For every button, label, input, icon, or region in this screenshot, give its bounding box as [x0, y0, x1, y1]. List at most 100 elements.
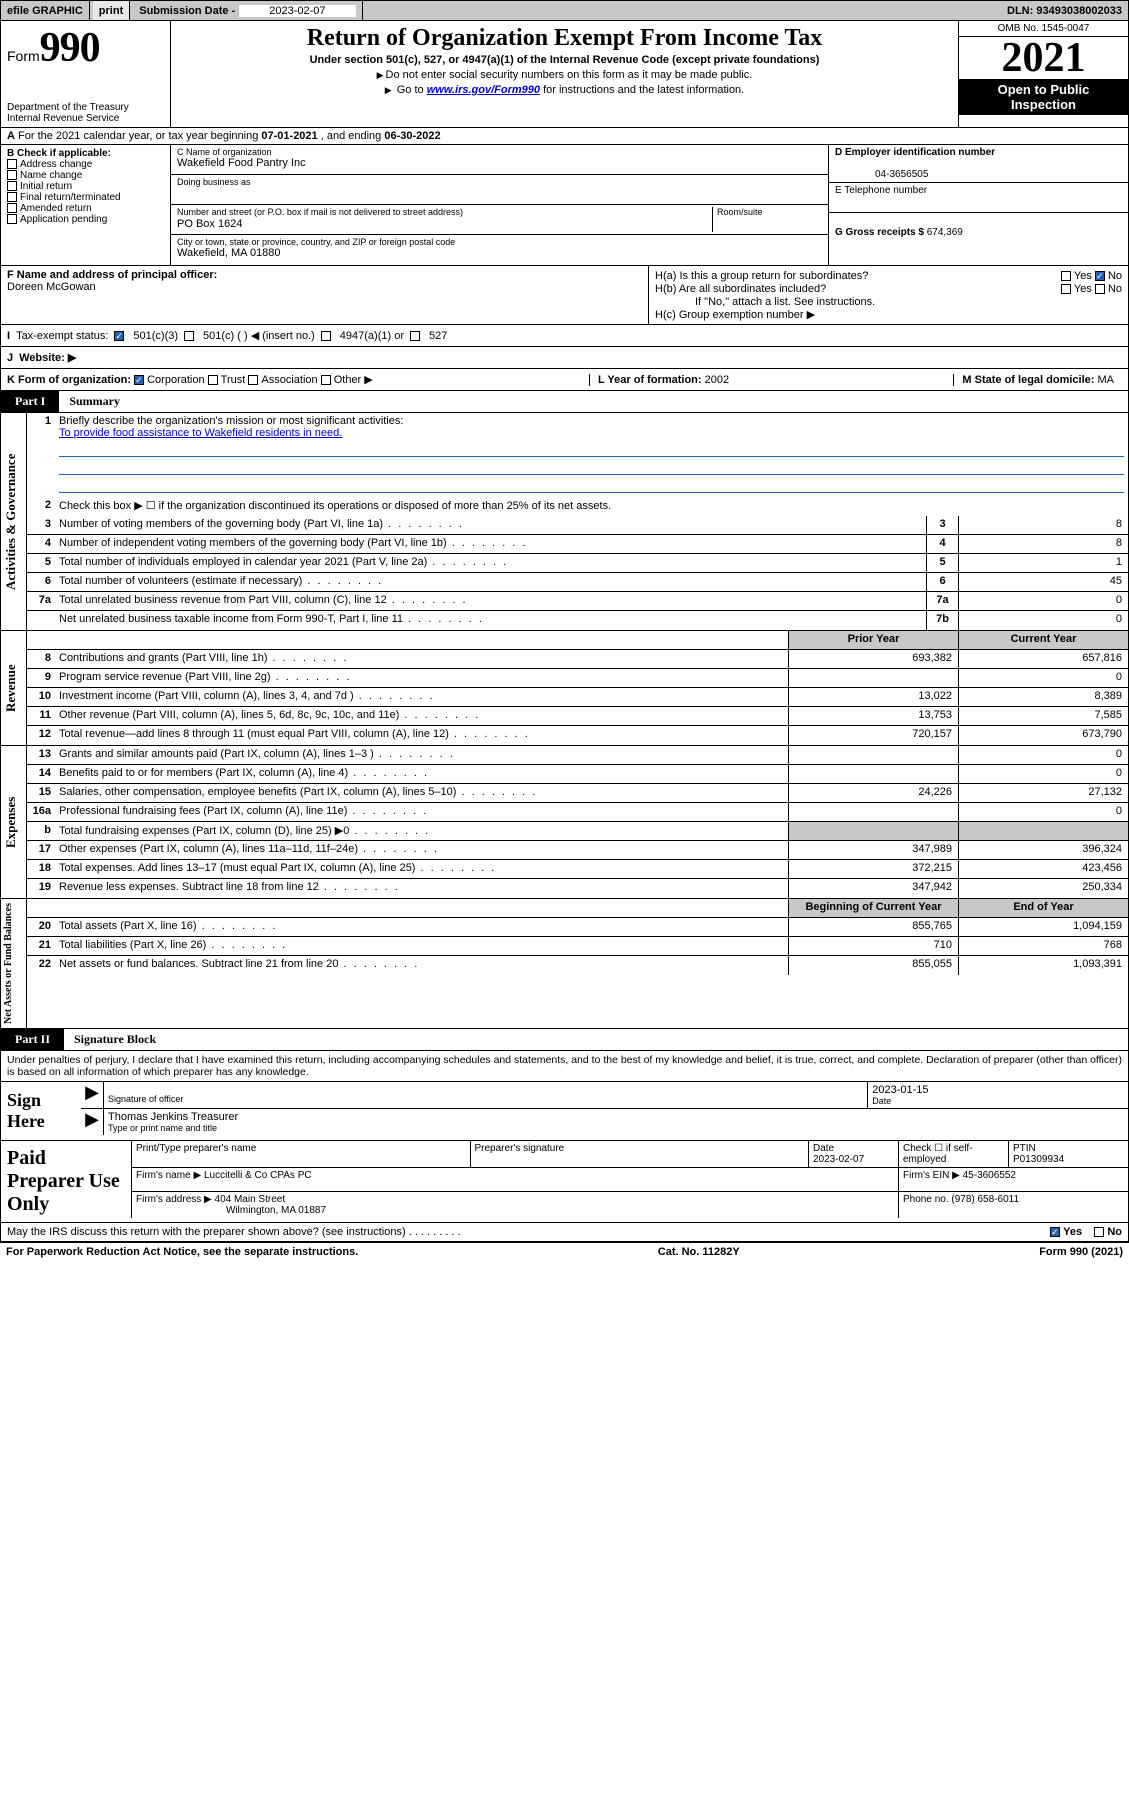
addr-label: Number and street (or P.O. box if mail i…	[177, 207, 463, 217]
4947-checkbox[interactable]	[321, 331, 331, 341]
colb-checkbox-1[interactable]	[7, 170, 17, 180]
colb-checkbox-3[interactable]	[7, 192, 17, 202]
open-inspection: Open to Public Inspection	[959, 79, 1128, 115]
colb-item-1: Name change	[20, 170, 82, 181]
opt-501c: 501(c) ( ) ◀ (insert no.)	[203, 329, 315, 342]
prior-val	[788, 669, 958, 687]
col-h-group: H(a) Is this a group return for subordin…	[648, 266, 1128, 324]
501c3-checkbox[interactable]	[114, 331, 124, 341]
firm-name: Luccitelli & Co CPAs PC	[204, 1170, 312, 1181]
line-val: 0	[958, 611, 1128, 630]
ha-no-checkbox[interactable]	[1095, 271, 1105, 281]
opt-4947: 4947(a)(1) or	[340, 330, 404, 342]
line-text: Net unrelated business taxable income fr…	[55, 611, 926, 630]
line-text: Total fundraising expenses (Part IX, col…	[55, 822, 788, 840]
line-val: 8	[958, 535, 1128, 553]
line-val: 0	[958, 592, 1128, 610]
line-num: 21	[27, 937, 55, 955]
tax-year-begin: 07-01-2021	[261, 130, 317, 142]
irs-link[interactable]: www.irs.gov/Form990	[427, 84, 540, 96]
firm-addr1: 404 Main Street	[215, 1194, 286, 1205]
block-bcde: B Check if applicable: Address changeNam…	[0, 145, 1129, 266]
gross-receipts-label: G Gross receipts $	[835, 227, 927, 238]
block-fh: F Name and address of principal officer:…	[0, 266, 1129, 325]
city-label: City or town, state or province, country…	[177, 237, 822, 247]
part2-header: Part II Signature Block	[0, 1029, 1129, 1051]
form-num: 990	[40, 25, 100, 71]
line-num: 22	[27, 956, 55, 975]
officer-name-label: Type or print name and title	[108, 1123, 217, 1133]
no-label-2: No	[1108, 283, 1122, 295]
line-text: Total revenue—add lines 8 through 11 (mu…	[55, 726, 788, 745]
501c-checkbox[interactable]	[184, 331, 194, 341]
irs-label: Internal Revenue Service	[7, 113, 164, 124]
prior-val: 24,226	[788, 784, 958, 802]
hb-no-checkbox[interactable]	[1095, 284, 1105, 294]
colb-checkbox-5[interactable]	[7, 214, 17, 224]
k-opt-3-checkbox[interactable]	[321, 375, 331, 385]
prior-val	[788, 822, 958, 840]
current-val: 657,816	[958, 650, 1128, 668]
irs-link-text: www.irs.gov/Form990	[427, 84, 540, 96]
open-line1: Open to Public	[998, 82, 1090, 97]
line-text: Benefits paid to or for members (Part IX…	[55, 765, 788, 783]
prep-date: 2023-02-07	[813, 1154, 864, 1165]
527-checkbox[interactable]	[410, 331, 420, 341]
colb-item-4: Amended return	[20, 203, 92, 214]
officer-name: Doreen McGowan	[7, 281, 96, 293]
line-num: 17	[27, 841, 55, 859]
prior-val: 347,989	[788, 841, 958, 859]
col-f-officer: F Name and address of principal officer:…	[1, 266, 648, 324]
k-opt-2-checkbox[interactable]	[248, 375, 258, 385]
mission-text[interactable]: To provide food assistance to Wakefield …	[59, 427, 342, 439]
revenue-block: Revenue b Prior Year Current Year 8 Cont…	[0, 631, 1129, 746]
current-val: 1,094,159	[958, 918, 1128, 936]
form-number: Form990	[7, 24, 164, 72]
line-text: Professional fundraising fees (Part IX, …	[55, 803, 788, 821]
expenses-block: Expenses 13 Grants and similar amounts p…	[0, 746, 1129, 899]
efile-label: efile GRAPHIC	[1, 1, 90, 20]
colb-checkbox-0[interactable]	[7, 159, 17, 169]
tax-year: 2021	[959, 37, 1128, 79]
k-opt-1-checkbox[interactable]	[208, 375, 218, 385]
colb-checkbox-2[interactable]	[7, 181, 17, 191]
k-label: K Form of organization:	[7, 374, 131, 386]
ein-label: D Employer identification number	[835, 147, 995, 158]
yes-label: Yes	[1074, 270, 1092, 282]
tax-exempt-label: Tax-exempt status:	[16, 330, 108, 342]
paid-preparer-label: Paid Preparer Use Only	[1, 1141, 131, 1222]
line-num: 13	[27, 746, 55, 764]
line-num: 16a	[27, 803, 55, 821]
firm-name-lbl: Firm's name ▶	[136, 1170, 204, 1181]
line-text: Program service revenue (Part VIII, line…	[55, 669, 788, 687]
print-button[interactable]: print	[93, 1, 130, 20]
k-opt-1: Trust	[221, 374, 246, 386]
prior-val: 372,215	[788, 860, 958, 878]
colb-checkbox-4[interactable]	[7, 203, 17, 213]
firm-ein: 45-3606552	[963, 1170, 1016, 1181]
col-b-checkboxes: B Check if applicable: Address changeNam…	[1, 145, 171, 265]
k-opt-0-checkbox[interactable]	[134, 375, 144, 385]
current-val: 0	[958, 803, 1128, 821]
gov-rows: 1 Briefly describe the organization's mi…	[27, 413, 1128, 630]
header-right: OMB No. 1545-0047 2021 Open to Public In…	[958, 21, 1128, 127]
part2-title: Signature Block	[64, 1032, 156, 1047]
line-num: 4	[27, 535, 55, 553]
header-mid: Return of Organization Exempt From Incom…	[171, 21, 958, 127]
ein-value: 04-3656505	[835, 169, 928, 180]
prior-year-header: Prior Year	[788, 631, 958, 649]
current-val: 0	[958, 765, 1128, 783]
opt-501c3: 501(c)(3)	[133, 330, 178, 342]
line-box: 3	[926, 516, 958, 534]
discuss-no-checkbox[interactable]	[1094, 1227, 1104, 1237]
ha-yes-checkbox[interactable]	[1061, 271, 1071, 281]
ptin-hdr: PTIN	[1013, 1143, 1036, 1154]
current-val: 8,389	[958, 688, 1128, 706]
sig-declaration: Under penalties of perjury, I declare th…	[1, 1051, 1128, 1081]
hb-yes-checkbox[interactable]	[1061, 284, 1071, 294]
hb-note: If "No," attach a list. See instructions…	[655, 296, 1122, 308]
discuss-yes-checkbox[interactable]	[1050, 1227, 1060, 1237]
part1-label: Part I	[1, 391, 59, 412]
firm-addr2: Wilmington, MA 01887	[136, 1205, 326, 1216]
form-header: Form990 Department of the Treasury Inter…	[0, 21, 1129, 128]
